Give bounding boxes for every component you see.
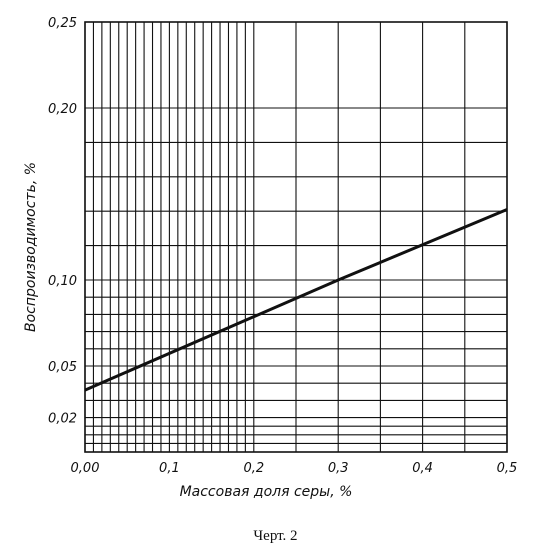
x-tick-label: 0,2 xyxy=(243,461,264,476)
figure-caption: Черт. 2 xyxy=(253,528,298,544)
y-axis-label: Воспроизводимость, % xyxy=(23,162,39,332)
y-tick-label: 0,05 xyxy=(48,360,77,375)
y-tick-labels: 0,02 0,05 0,10 0,20 0,25 xyxy=(48,16,77,427)
y-tick-label: 0,10 xyxy=(48,274,77,289)
y-tick-label: 0,20 xyxy=(48,102,77,117)
y-tick-label: 0,25 xyxy=(48,16,77,31)
x-tick-labels: 0,00 0,1 0,2 0,3 0,4 0,5 xyxy=(71,461,518,476)
series-group xyxy=(84,208,508,392)
x-tick-label: 0,5 xyxy=(497,461,518,476)
chart: 0,00 0,1 0,2 0,3 0,4 0,5 0,02 0,05 0,10 0,20 0,25… xyxy=(23,16,518,500)
grid xyxy=(84,21,508,452)
x-tick-label: 0,00 xyxy=(71,461,100,476)
plot-frame xyxy=(84,21,508,453)
x-tick-label: 0,3 xyxy=(328,461,349,476)
series-line xyxy=(84,208,508,392)
x-tick-label: 0,1 xyxy=(159,461,180,476)
y-tick-label: 0,02 xyxy=(48,412,77,427)
x-axis-label: Массовая доля серы, % xyxy=(180,484,353,500)
x-tick-label: 0,4 xyxy=(412,461,433,476)
